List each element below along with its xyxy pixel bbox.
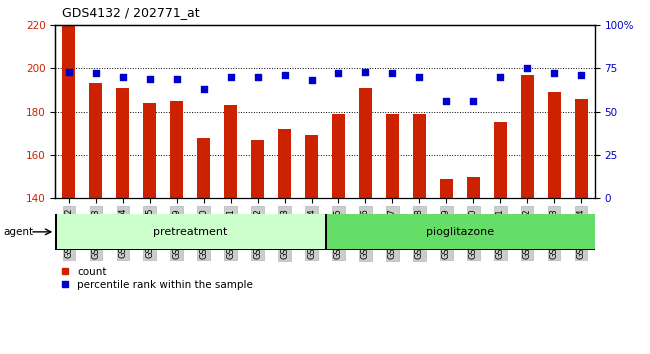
Point <box>198 86 209 92</box>
Text: GDS4132 / 202771_at: GDS4132 / 202771_at <box>62 6 200 19</box>
Bar <box>413 114 426 198</box>
Point <box>387 70 398 76</box>
Bar <box>521 75 534 198</box>
Bar <box>251 140 265 198</box>
Bar <box>62 25 75 198</box>
Bar <box>385 114 399 198</box>
Bar <box>89 83 103 198</box>
Point <box>441 98 452 104</box>
Bar <box>439 179 453 198</box>
Bar <box>332 114 345 198</box>
Point <box>280 72 290 78</box>
Text: pretreatment: pretreatment <box>153 227 228 237</box>
Point <box>118 74 128 80</box>
Point <box>306 78 317 83</box>
Bar <box>116 88 129 198</box>
Point <box>252 74 263 80</box>
Point <box>226 74 236 80</box>
FancyBboxPatch shape <box>55 214 595 250</box>
Point <box>64 69 74 74</box>
Point <box>468 98 478 104</box>
Bar <box>359 88 372 198</box>
Point <box>414 74 424 80</box>
Bar <box>467 177 480 198</box>
Bar <box>224 105 237 198</box>
FancyBboxPatch shape <box>327 214 595 250</box>
Bar <box>170 101 183 198</box>
Point <box>90 70 101 76</box>
Bar <box>197 137 211 198</box>
Bar <box>575 98 588 198</box>
FancyBboxPatch shape <box>57 214 325 250</box>
Point <box>549 70 560 76</box>
Bar <box>143 103 157 198</box>
Point <box>495 74 506 80</box>
Text: pioglitazone: pioglitazone <box>426 227 494 237</box>
Point <box>576 72 586 78</box>
Point <box>522 65 532 71</box>
Point <box>333 70 344 76</box>
Text: agent: agent <box>3 227 33 237</box>
Bar <box>278 129 291 198</box>
Point <box>172 76 182 81</box>
Point <box>144 76 155 81</box>
Legend: count, percentile rank within the sample: count, percentile rank within the sample <box>60 267 253 290</box>
Bar <box>547 92 561 198</box>
Bar <box>493 122 507 198</box>
Point <box>360 69 370 74</box>
Bar <box>305 135 318 198</box>
